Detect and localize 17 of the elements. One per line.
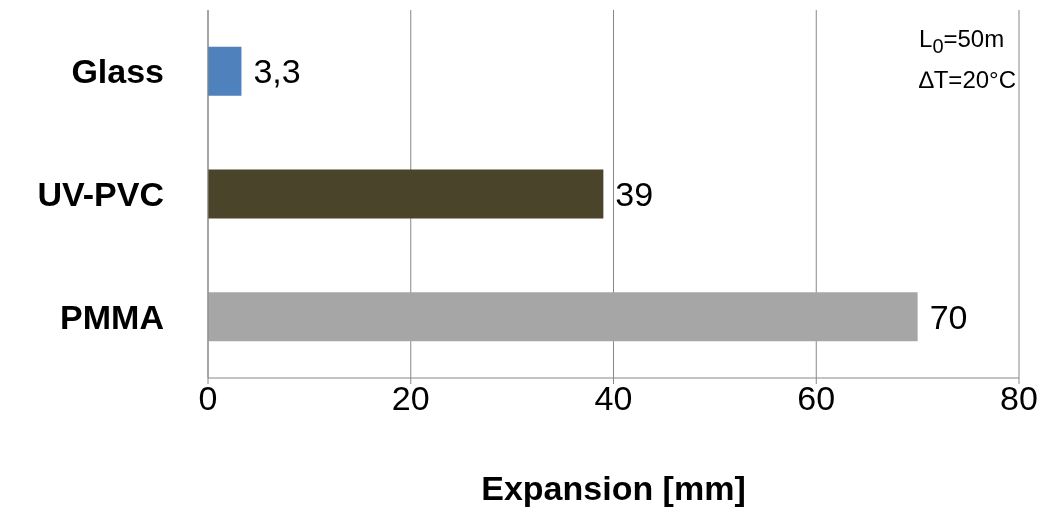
- annotation: L$_{0}$=50m: [919, 24, 1006, 59]
- x-tick-label: 0: [198, 379, 218, 418]
- data-label: 70: [929, 297, 968, 336]
- x-tick-label: 80: [1000, 379, 1038, 418]
- x-axis-title: Expansion [mm]: [481, 469, 746, 507]
- data-label: 3,3: [253, 52, 301, 91]
- y-tick-label: PMMA: [60, 297, 164, 336]
- bar: [208, 46, 242, 96]
- bar: [208, 292, 918, 342]
- annotation: ∆T=20°C: [919, 64, 1016, 95]
- y-tick-label: Glass: [71, 52, 164, 91]
- y-tick-label: UV-PVC: [37, 175, 164, 214]
- data-label: 39: [615, 174, 654, 213]
- x-tick-label: 20: [391, 379, 430, 418]
- x-tick-label: 60: [797, 379, 836, 418]
- bar: [208, 169, 604, 219]
- x-tick-label: 40: [594, 379, 633, 418]
